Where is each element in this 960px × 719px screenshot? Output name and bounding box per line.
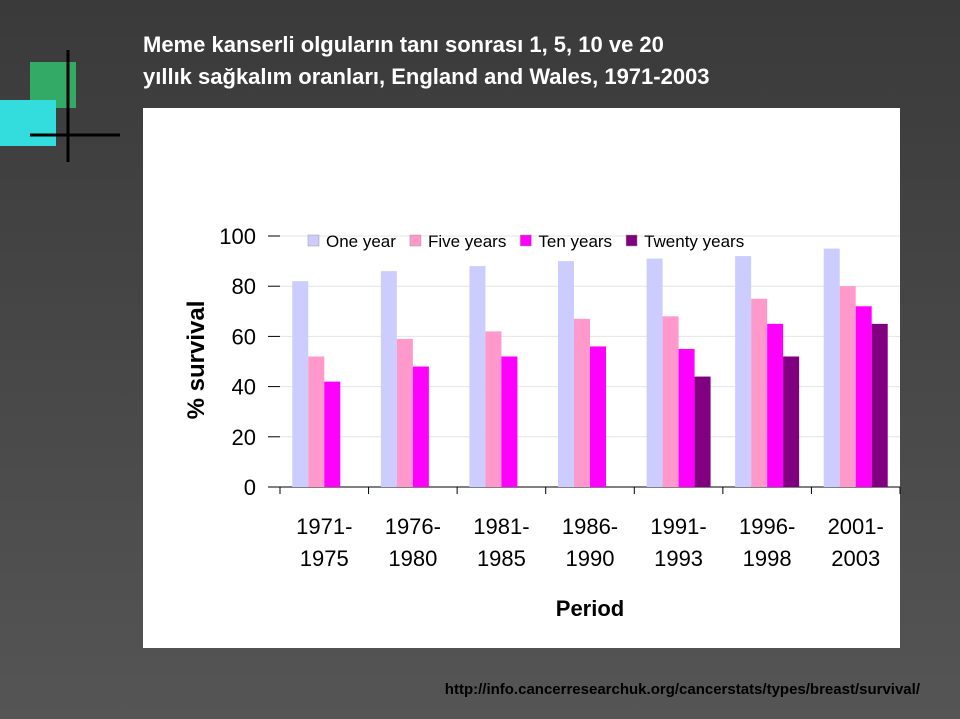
- x-tick-label: 1986-1990: [562, 514, 618, 571]
- bar: [324, 381, 341, 487]
- title: Meme kanserli olguların tanı sonrası 1, …: [143, 32, 664, 57]
- plot: 0 20 40 60 80 100 1971-1975 1976-1980 1981-1985 1…: [219, 224, 901, 571]
- x-tick-label: 1971-1975: [296, 514, 352, 571]
- bar: [308, 356, 325, 487]
- x-tick-label: 1981-1985: [473, 514, 529, 571]
- bar: [751, 298, 768, 487]
- source: http://info.cancerresearchuk.org/cancers…: [445, 681, 921, 698]
- bar: [823, 248, 840, 487]
- decor: [0, 100, 56, 146]
- y-tick-label: 20: [232, 425, 256, 450]
- bar: [292, 281, 309, 487]
- legend-swatch: [625, 234, 638, 247]
- bar: [694, 376, 711, 487]
- legend-swatch: [520, 234, 532, 247]
- bar: [767, 323, 784, 487]
- bar: [839, 286, 856, 487]
- bar: [783, 356, 800, 487]
- bar: [501, 356, 518, 487]
- bar: [380, 271, 397, 487]
- y-tick-label: 0: [244, 475, 256, 500]
- bar: [871, 323, 888, 487]
- legend-label: One year: [326, 232, 396, 251]
- bar: [855, 306, 872, 487]
- bar: [558, 261, 574, 487]
- bar: [469, 266, 486, 487]
- y-tick-label: 100: [219, 224, 256, 249]
- bar: [678, 348, 695, 487]
- title: yıllık sağkalım oranları, England and Wa…: [143, 64, 710, 89]
- y-tick-label: 40: [232, 375, 256, 400]
- bar: [662, 316, 679, 487]
- bar: [412, 366, 429, 487]
- y-axis-label: % survival: [183, 301, 210, 420]
- legend-swatch: [409, 234, 422, 247]
- x-tick-label: 1991-1993: [650, 514, 706, 571]
- bar: [396, 338, 413, 487]
- bar: [590, 346, 606, 487]
- x-tick-label: 1996-1998: [739, 514, 795, 571]
- bar: [646, 258, 663, 487]
- y-tick-label: 80: [232, 274, 256, 299]
- bar: [485, 331, 502, 487]
- x-axis-label: Period: [556, 596, 624, 621]
- legend-label: Five years: [428, 232, 506, 251]
- x-tick-label: 2001-2003: [828, 514, 884, 571]
- legend-label: Twenty years: [644, 232, 744, 251]
- legend-label: Ten years: [538, 232, 612, 251]
- x-tick-label: 1976-1980: [385, 514, 441, 571]
- bar: [735, 256, 752, 487]
- y-tick-label: 60: [232, 324, 256, 349]
- bar: [574, 318, 590, 487]
- legend-swatch: [307, 234, 320, 247]
